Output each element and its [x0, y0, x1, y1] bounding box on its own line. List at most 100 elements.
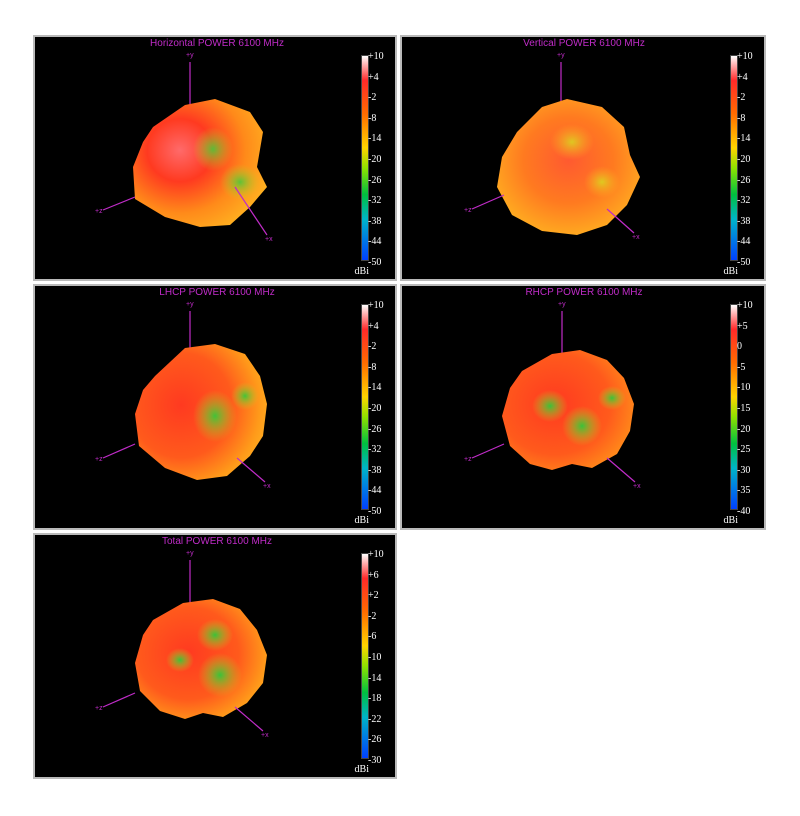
colorbar-unit: dBi	[354, 764, 369, 775]
y-axis-label: +y	[558, 301, 566, 308]
colorbar-tick: -30	[737, 464, 751, 476]
colorbar-tick: -2	[368, 610, 377, 622]
colorbar-tick: -14	[737, 133, 751, 145]
panel-title: LHCP POWER 6100 MHz	[159, 287, 275, 298]
colorbar-tick: +4	[737, 71, 748, 83]
z-axis	[471, 194, 505, 210]
colorbar-tick: +4	[368, 320, 379, 332]
x-axis-label: +x	[633, 483, 641, 490]
low-gain-region	[197, 619, 233, 651]
colorbar-tick: -20	[368, 403, 382, 414]
z-axis-label: +z	[95, 705, 103, 712]
panel-rhcp: RHCP POWER 6100 MHz +y +z +x +10 +5	[400, 284, 766, 530]
colorbar-tick: +10	[368, 300, 384, 311]
z-axis-label: +z	[464, 207, 472, 214]
panel-horizontal: Horizontal POWER 6100 MHz +y +z +x +10 +…	[33, 35, 397, 281]
panel-title: Total POWER 6100 MHz	[161, 536, 273, 547]
colorbar-tick: +10	[368, 51, 384, 62]
colorbar-tick: -30	[368, 755, 382, 766]
x-axis-label: +x	[265, 236, 273, 243]
x-axis	[234, 186, 268, 236]
colorbar-tick: -5	[737, 361, 746, 373]
colorbar-tick: -8	[368, 112, 377, 124]
colorbar	[361, 304, 369, 510]
colorbar-tick: -35	[737, 485, 751, 497]
pattern-surface	[497, 99, 640, 235]
low-gain-region	[231, 382, 259, 410]
z-axis-label: +z	[95, 456, 103, 463]
colorbar-unit: dBi	[354, 515, 369, 526]
z-axis-label: +z	[464, 456, 472, 463]
colorbar-tick: -22	[368, 713, 382, 725]
colorbar-tick: -50	[737, 257, 751, 268]
low-gain-region	[193, 127, 233, 171]
colorbar-tick: -32	[737, 195, 751, 207]
low-gain-region	[198, 653, 242, 697]
colorbar-tick: -8	[737, 112, 746, 124]
colorbar-tick: +2	[368, 590, 379, 602]
colorbar-tick: +4	[368, 71, 379, 83]
y-axis-label: +y	[186, 52, 194, 59]
x-axis	[234, 706, 264, 732]
colorbar	[361, 553, 369, 759]
panel-title: Vertical POWER 6100 MHz	[523, 38, 645, 49]
x-axis-label: +x	[632, 234, 640, 241]
colorbar-tick: -26	[368, 174, 382, 186]
colorbar-tick: -44	[368, 485, 382, 497]
y-axis-label: +y	[186, 301, 194, 308]
low-gain-region	[220, 164, 260, 200]
panel-total: Total POWER 6100 MHz +y +z +x +10 +6	[33, 533, 397, 779]
colorbar-tick: -18	[368, 693, 382, 705]
y-axis-label: +y	[557, 52, 565, 59]
colorbar-tick: +5	[737, 320, 748, 332]
colorbar-tick: 0	[737, 341, 742, 353]
colorbar-tick: -6	[368, 631, 377, 643]
colorbar	[730, 55, 738, 261]
x-axis	[236, 457, 266, 483]
panel-title: RHCP POWER 6100 MHz	[525, 287, 643, 298]
pattern-surface	[502, 350, 634, 470]
colorbar-tick: -20	[737, 154, 751, 165]
colorbar-tick: -8	[368, 361, 377, 373]
low-gain-region	[584, 166, 620, 198]
colorbar-tick: -14	[368, 672, 382, 684]
colorbar-tick: -50	[368, 506, 382, 517]
radiation-pattern-plot: +y +z +x	[95, 301, 271, 490]
panel-lhcp: LHCP POWER 6100 MHz +y +z +x +10 +4 -2	[33, 284, 397, 530]
x-axis-label: +x	[261, 732, 269, 739]
z-axis-label: +z	[95, 208, 103, 215]
colorbar-tick: +10	[737, 51, 753, 62]
colorbar-tick: -38	[368, 215, 382, 227]
y-axis-label: +y	[186, 550, 194, 557]
z-axis	[102, 443, 136, 459]
colorbar-tick: -25	[737, 444, 751, 456]
colorbar-tick: -2	[737, 92, 746, 104]
colorbar-tick: -44	[368, 236, 382, 248]
colorbar-tick: -40	[737, 506, 751, 517]
x-axis-label: +x	[263, 483, 271, 490]
colorbar-tick: -38	[368, 464, 382, 476]
colorbar-tick: -50	[368, 257, 382, 268]
colorbar-tick: -14	[368, 133, 382, 145]
colorbar-tick: -44	[737, 236, 751, 248]
pattern-surface	[135, 599, 267, 719]
z-axis	[102, 692, 136, 708]
colorbar-tick: -26	[368, 734, 382, 746]
low-gain-region	[598, 386, 626, 410]
low-gain-region	[166, 648, 194, 672]
radiation-pattern-plot: +y +z +x	[464, 52, 640, 241]
radiation-pattern-plot: +y +z +x	[95, 550, 269, 739]
colorbar-unit: dBi	[723, 515, 738, 526]
x-axis	[606, 208, 635, 234]
colorbar-tick: -15	[737, 403, 751, 414]
colorbar-tick: -14	[368, 382, 382, 394]
low-gain-region	[532, 390, 568, 422]
radiation-pattern-plot: +y +z +x	[464, 301, 641, 490]
panel-vertical: Vertical POWER 6100 MHz +y +z +x +10 +4 …	[400, 35, 766, 281]
colorbar-tick: -2	[368, 92, 377, 104]
colorbar-tick: -10	[737, 382, 751, 394]
colorbar-tick: -26	[737, 174, 751, 186]
z-axis	[102, 196, 136, 211]
colorbar-tick: -32	[368, 444, 382, 456]
colorbar-tick: -38	[737, 215, 751, 227]
